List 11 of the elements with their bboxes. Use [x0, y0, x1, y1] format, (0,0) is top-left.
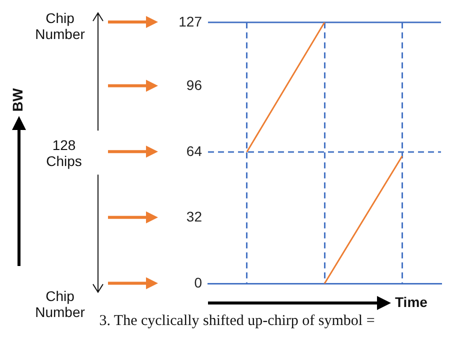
text: Chip Number — [34, 10, 86, 42]
x-axis-title: Time — [395, 294, 428, 310]
y-tick-label: 64 — [186, 142, 202, 159]
y-tick-label: 127 — [178, 13, 202, 30]
text: BW — [10, 88, 26, 112]
y-tick-label: 0 — [194, 274, 202, 290]
text: Chip Number — [34, 288, 86, 320]
text: 3. The cyclically shifted up-chirp of symbol = — [99, 313, 375, 329]
y-tick-label: 96 — [186, 77, 202, 94]
y-tick-label: 32 — [186, 208, 202, 225]
text: 128 Chips — [45, 137, 83, 169]
